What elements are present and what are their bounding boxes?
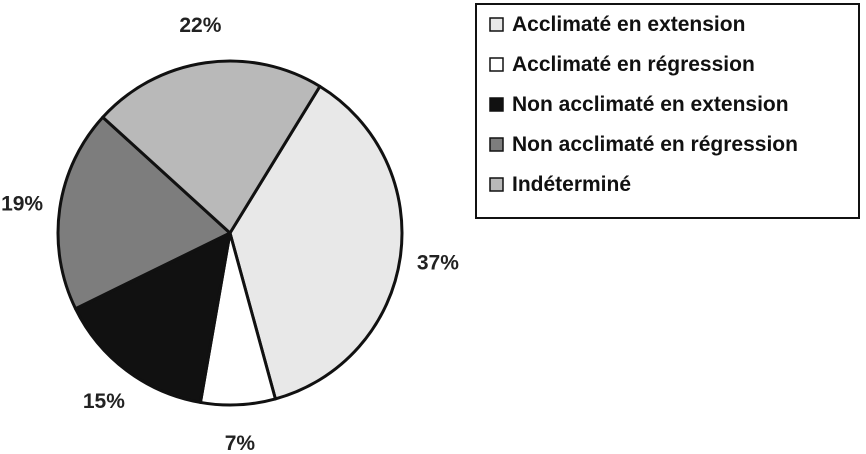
legend-swatch [489, 97, 504, 112]
legend-label: Non acclimaté en extension [512, 93, 789, 116]
legend-label: Non acclimaté en régression [512, 133, 798, 156]
pie-percent-label: 7% [225, 432, 256, 454]
legend-box [475, 3, 860, 219]
legend-items: Acclimaté en extension Acclimaté en régre… [489, 13, 798, 196]
pie-slices [56, 59, 404, 407]
pie-percent-label: 15% [83, 390, 125, 413]
pie-percent-label: 22% [179, 14, 221, 37]
legend-swatch [489, 57, 504, 72]
pie-percent-label: 37% [417, 252, 459, 275]
legend: Acclimaté en extension Acclimaté en régre… [475, 3, 860, 219]
pie-slice [56, 115, 232, 311]
legend-label: Indéterminé [512, 173, 631, 196]
pie-percent-label: 19% [1, 192, 43, 215]
legend-swatch [489, 17, 504, 32]
pie-labels: 37% 7% 15% 19% 22% [1, 14, 459, 454]
legend-swatch [489, 177, 504, 192]
pie-slice [74, 231, 232, 404]
pie-slice [101, 59, 322, 235]
legend-swatch [489, 137, 504, 152]
legend-label: Acclimaté en régression [512, 53, 755, 76]
legend-label: Acclimaté en extension [512, 13, 745, 36]
